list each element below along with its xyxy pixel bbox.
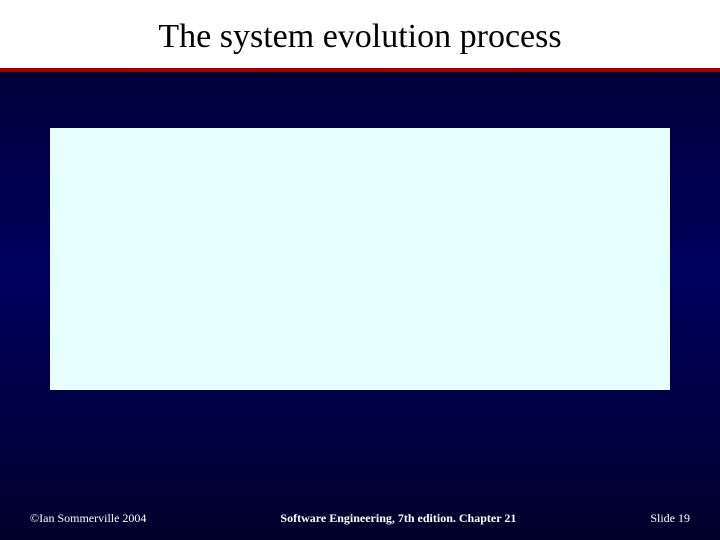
footer-book-title: Software Engineering, 7th edition. Chapt… <box>280 511 516 526</box>
footer-slide-number: Slide 19 <box>650 511 690 526</box>
content-box <box>50 128 670 390</box>
title-divider <box>0 68 720 72</box>
title-area: The system evolution process <box>0 0 720 68</box>
footer: ©Ian Sommerville 2004 Software Engineeri… <box>0 511 720 526</box>
footer-copyright: ©Ian Sommerville 2004 <box>30 511 146 526</box>
slide-title: The system evolution process <box>0 18 720 56</box>
